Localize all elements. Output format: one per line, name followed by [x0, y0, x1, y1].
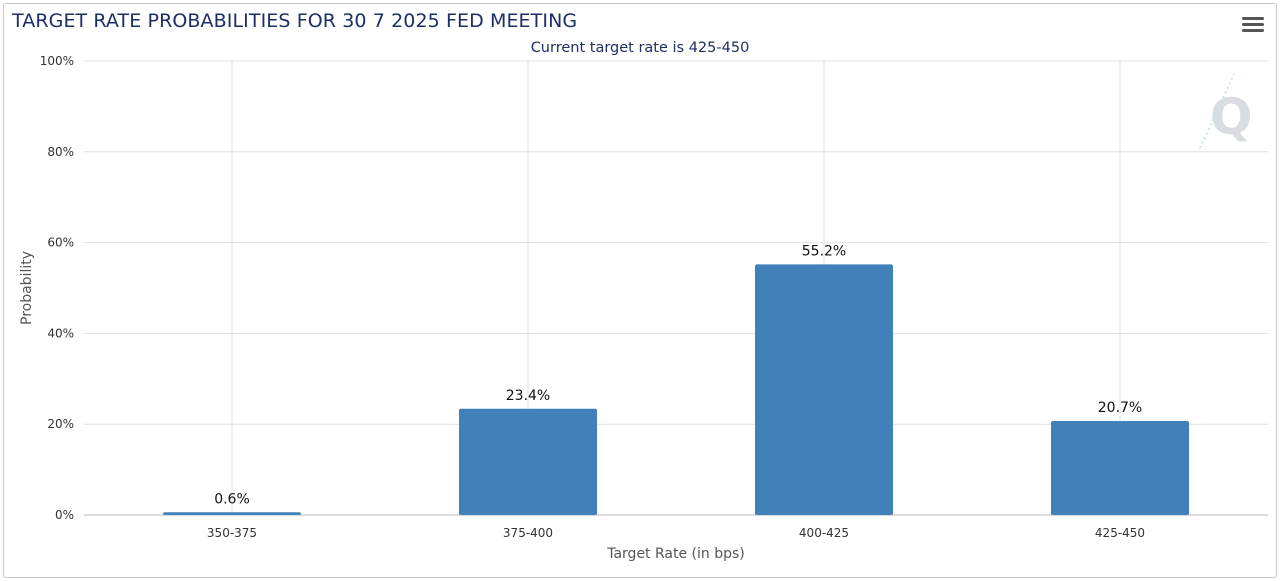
- chart-title: TARGET RATE PROBABILITIES FOR 30 7 2025 …: [12, 10, 578, 32]
- bar-425-450[interactable]: [1051, 421, 1189, 515]
- bar-350-375[interactable]: [163, 512, 301, 515]
- data-label: 23.4%: [506, 388, 550, 404]
- y-tick-label: 80%: [47, 145, 74, 159]
- x-tick-label: 425-450: [1095, 526, 1145, 540]
- x-tick-label: 400-425: [799, 526, 849, 540]
- q-logo-icon: Q: [1199, 73, 1253, 149]
- y-tick-label: 20%: [47, 417, 74, 431]
- data-label: 55.2%: [802, 243, 846, 259]
- y-tick-label: 60%: [47, 236, 74, 250]
- bar-400-425[interactable]: [755, 264, 893, 515]
- y-tick-label: 100%: [40, 54, 74, 68]
- chart-subtitle: Current target rate is 425-450: [530, 40, 750, 56]
- y-axis-title: Probability: [19, 251, 35, 325]
- y-tick-label: 0%: [55, 508, 74, 522]
- data-label: 20.7%: [1098, 400, 1142, 416]
- x-tick-label: 375-400: [503, 526, 553, 540]
- y-tick-label: 40%: [47, 326, 74, 340]
- bar-375-400[interactable]: [459, 408, 597, 515]
- x-tick-label: 350-375: [207, 526, 257, 540]
- svg-text:Q: Q: [1210, 88, 1253, 146]
- data-label: 0.6%: [214, 491, 250, 507]
- hamburger-menu-icon[interactable]: [1242, 17, 1264, 35]
- x-axis-title: Target Rate (in bps): [606, 546, 745, 562]
